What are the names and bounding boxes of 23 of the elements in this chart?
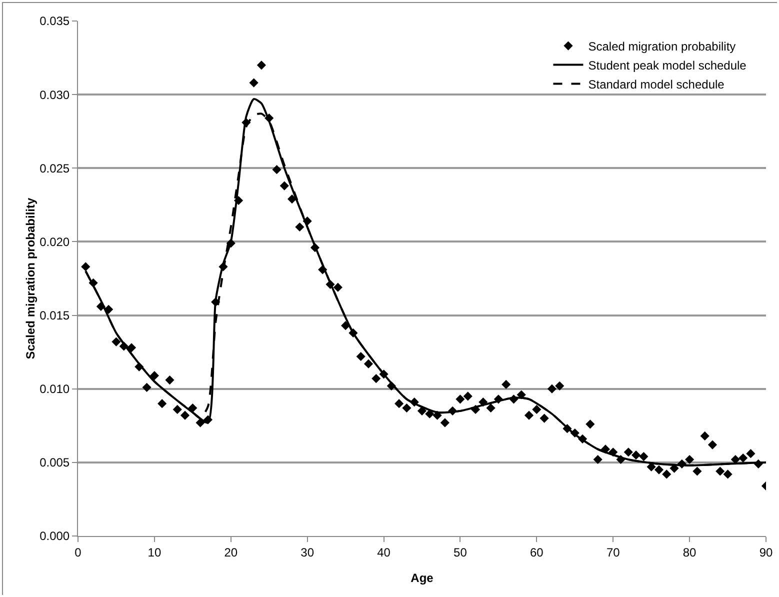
y-tick-label: 0.015 [40,308,70,322]
x-tick-label: 80 [682,545,697,560]
x-axis-title: Age [410,571,434,585]
x-tick-label: 40 [377,545,391,560]
x-tick-label: 60 [530,545,544,560]
x-tick-label: 20 [224,545,238,560]
x-tick-label: 30 [300,545,314,560]
x-tick-label: 50 [454,545,468,560]
x-tick-label: 10 [148,545,162,560]
y-tick-label: 0.025 [40,161,70,176]
y-tick-label: 0.010 [40,382,70,396]
y-tick-label: 0.000 [40,529,70,544]
x-tick-label: 0 [74,545,82,560]
y-tick-label: 0.035 [40,14,70,28]
y-tick-label: 0.030 [40,88,70,102]
y-tick-label: 0.005 [40,456,70,470]
x-tick-label: 90 [759,545,773,560]
y-axis-title: Scaled migration probability [24,198,38,360]
y-tick-label: 0.020 [40,234,70,249]
x-tick-label: 70 [606,545,620,560]
legend-label: Student peak model schedule [588,58,747,72]
legend-label: Scaled migration probability [588,39,736,54]
legend-label: Standard model schedule [588,77,725,92]
